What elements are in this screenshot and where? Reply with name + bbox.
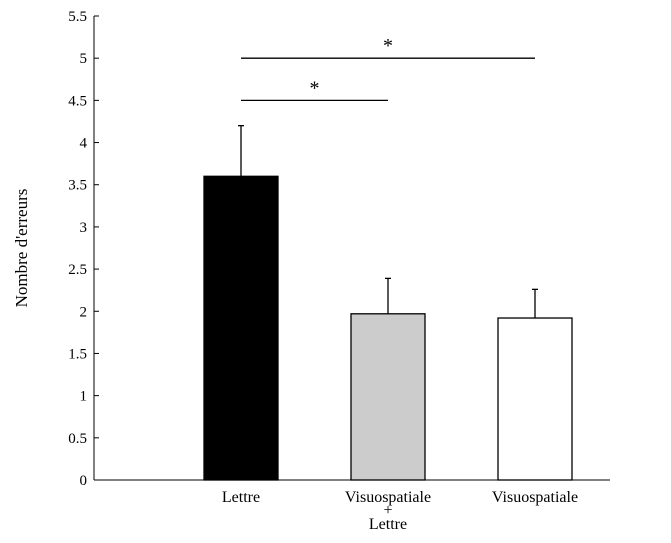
y-tick-label: 3.5 bbox=[68, 178, 87, 194]
y-tick-label: 2.5 bbox=[68, 262, 87, 278]
y-tick-label: 0.5 bbox=[68, 431, 87, 447]
significance-star: * bbox=[383, 35, 393, 57]
y-tick-label: 1 bbox=[80, 389, 88, 405]
y-tick-label: 4.5 bbox=[68, 93, 87, 109]
category-label: Lettre bbox=[222, 489, 260, 506]
significance-markers: ** bbox=[241, 35, 535, 102]
bars bbox=[203, 175, 573, 481]
error-bars bbox=[238, 125, 538, 319]
y-tick-label: 0 bbox=[80, 473, 88, 489]
y-tick-label: 2 bbox=[80, 304, 88, 320]
y-axis: 0 0.5 1 1.5 2 2.5 3 3.5 4 4.5 5 5.5 bbox=[68, 9, 99, 489]
category-label: Visuospatiale + Lettre bbox=[345, 489, 431, 533]
y-axis-label: Nombre d'erreurs bbox=[12, 189, 31, 308]
category-label: Visuospatiale bbox=[492, 489, 578, 506]
y-tick-label: 3 bbox=[80, 220, 88, 236]
bar bbox=[497, 317, 573, 481]
bar bbox=[350, 313, 426, 481]
y-tick-label: 1.5 bbox=[68, 346, 87, 362]
y-tick-label: 5.5 bbox=[68, 9, 87, 25]
category-labels: Lettre Visuospatiale + Lettre Visuospatiale bbox=[222, 489, 578, 533]
y-tick-label: 5 bbox=[80, 51, 88, 67]
bar bbox=[203, 175, 279, 481]
significance-star: * bbox=[310, 77, 320, 99]
y-tick-label: 4 bbox=[80, 136, 88, 152]
